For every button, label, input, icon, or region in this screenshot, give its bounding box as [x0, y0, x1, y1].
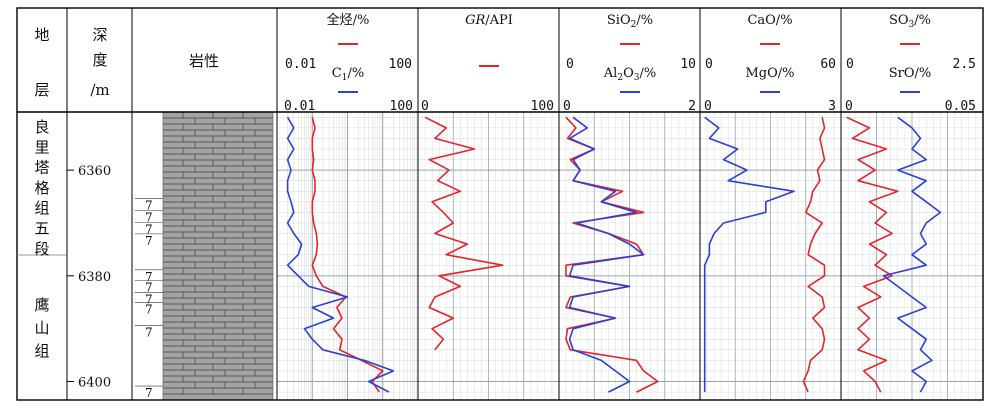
header-depth-char-1: 深	[92, 26, 107, 44]
track1-top-min: 0.01	[285, 57, 316, 72]
track3-top-max: 10	[680, 57, 696, 72]
depth-ticks: 6360 6380 6400	[67, 164, 111, 391]
lithology-mark: 7	[145, 198, 153, 212]
header-track5: SO3/% 0 2.5 SrO/% 0 0.05	[845, 13, 976, 114]
series-CaO-line	[802, 117, 826, 393]
lithology-mark: 7	[145, 222, 153, 236]
lithology-mark: 7	[145, 386, 153, 400]
track3-bottom-max: 2	[688, 99, 696, 114]
track5-bottom-label: SrO/%	[889, 66, 932, 81]
header-depth-unit: /m	[90, 81, 109, 99]
track3-top-label: SiO2/%	[607, 13, 653, 30]
header-track3: SiO2/% 0 10 Al2O3/% 0 2	[563, 13, 696, 114]
formation-2-char: 鹰	[34, 296, 49, 314]
formation-1-char: 里	[34, 138, 49, 156]
track3-bottom-label: Al2O3/%	[603, 66, 656, 83]
formation-2-char: 组	[34, 342, 49, 360]
formation-1-char: 良	[34, 118, 49, 136]
track5-top-max: 2.5	[953, 57, 976, 72]
log-curves	[286, 116, 942, 393]
header-depth: 深 度 /m	[90, 26, 109, 99]
formation-1-char: 格	[34, 179, 49, 197]
track2-bottom-min: 0	[421, 99, 429, 114]
header-track2: GR/API 0 100	[421, 13, 554, 114]
track-2-grid	[418, 112, 559, 400]
lithology-mark: 7	[145, 280, 153, 294]
header-formation: 地 层	[34, 26, 49, 99]
track1-bottom-label: C1/%	[332, 66, 364, 83]
track4-bottom-label: MgO/%	[745, 66, 794, 81]
formation-1-char: 段	[34, 240, 49, 258]
formation-1-char: 塔	[34, 159, 49, 177]
formation-1-char: 组	[34, 199, 49, 217]
header-track1: 全烃/% 0.01 100 C1/% 0.01 100	[284, 12, 413, 114]
track1-top-max: 100	[389, 57, 412, 72]
series-Al2O3-line	[568, 116, 645, 393]
track-3-grid	[559, 112, 700, 400]
series-SO3-line	[846, 116, 899, 393]
series-MgO-line	[703, 116, 795, 393]
series-SrO-line	[882, 116, 942, 393]
header-formation-char-2: 层	[34, 81, 49, 99]
series--line	[311, 117, 384, 393]
track5-bottom-min: 0	[845, 99, 853, 114]
series-GRAPI-line	[424, 116, 504, 351]
track1-bottom-min: 0.01	[284, 99, 315, 114]
lithology-mark: 7	[145, 303, 153, 317]
lithology-mark: 7	[145, 293, 153, 307]
depth-tick-label: 6380	[78, 270, 111, 285]
header-track4: CaO/% 0 60 MgO/% 0 3	[704, 13, 836, 114]
track1-bottom-max: 100	[390, 99, 413, 114]
track3-bottom-min: 0	[563, 99, 571, 114]
lithology-mark: 7	[145, 234, 153, 248]
track1-top-label: 全烃/%	[327, 12, 370, 28]
formation-1-char: 五	[34, 220, 49, 238]
track4-top-max: 60	[820, 57, 836, 72]
legend-swatches	[338, 43, 920, 93]
header-formation-char-1: 地	[34, 26, 49, 44]
track3-top-min: 0	[566, 57, 574, 72]
table-frame	[16, 7, 984, 401]
lithology-mark: 7	[145, 211, 153, 225]
track-4-grid	[700, 112, 841, 400]
track-grids	[276, 112, 983, 400]
track4-bottom-min: 0	[704, 99, 712, 114]
series-C1-line	[286, 116, 395, 393]
lithology-mark: 7	[145, 325, 153, 339]
lithology-mark: 7	[145, 270, 153, 284]
track-5-grid	[841, 112, 983, 400]
header-lithology: 岩性	[189, 52, 219, 70]
depth-tick-label: 6360	[78, 164, 111, 179]
header-depth-char-2: 度	[92, 51, 107, 69]
depth-tick-label: 6400	[78, 376, 111, 391]
track2-top-label: GR/API	[465, 13, 513, 28]
track4-top-min: 0	[705, 57, 713, 72]
track5-bottom-max: 0.05	[945, 99, 976, 114]
track5-top-label: SO3/%	[889, 13, 931, 30]
track5-top-min: 0	[846, 57, 854, 72]
formation-2-char: 山	[34, 319, 49, 337]
track4-bottom-max: 3	[828, 99, 836, 114]
track2-bottom-max: 100	[531, 99, 554, 114]
track4-top-label: CaO/%	[747, 13, 792, 28]
